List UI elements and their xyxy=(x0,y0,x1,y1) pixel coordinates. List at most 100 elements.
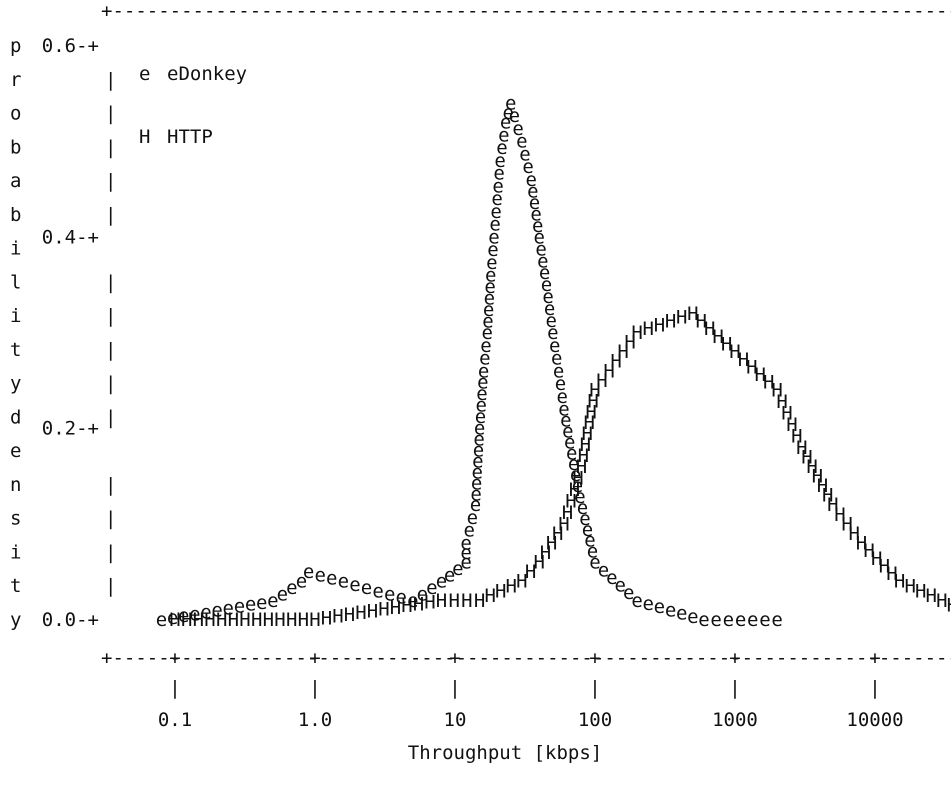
series-1-marker: H xyxy=(378,599,389,621)
series-0-marker: e xyxy=(452,558,463,580)
series-1-marker: H xyxy=(834,504,845,526)
series-1-marker: H xyxy=(786,414,797,436)
series-1-marker: H xyxy=(582,423,593,445)
x-tick-label-10000: 10000 xyxy=(846,709,903,731)
series-1-marker: H xyxy=(516,571,527,593)
y-axis-title-letter: b xyxy=(10,136,21,158)
series-0-marker: e xyxy=(574,486,585,508)
series-0-marker: e xyxy=(534,226,545,248)
series-1-marker: H xyxy=(822,485,833,507)
x-tick-pipe-100: | xyxy=(589,677,600,699)
series-0-marker: e xyxy=(326,568,337,590)
x-tick-label-100: 100 xyxy=(578,709,612,731)
series-0-marker: e xyxy=(463,520,474,542)
series-1-marker: H xyxy=(926,585,937,607)
series-0-marker: e xyxy=(587,541,598,563)
series-1-marker: H xyxy=(585,401,596,423)
x-tick-pipe-10000: | xyxy=(869,677,880,699)
series-0-marker: e xyxy=(771,609,782,631)
series-0-marker: e xyxy=(467,507,478,529)
series-1-marker: H xyxy=(781,402,792,424)
series-1-marker: H xyxy=(565,490,576,512)
series-0-marker: e xyxy=(542,286,553,308)
series-1-marker: H xyxy=(817,475,828,497)
legend-marker-http: H xyxy=(139,126,150,148)
legend-label-http: HTTP xyxy=(167,126,213,148)
series-1-marker: H xyxy=(309,609,320,631)
series-0-marker: e xyxy=(296,571,307,593)
series-1-marker: H xyxy=(298,609,309,631)
series-1-marker: H xyxy=(631,322,642,344)
series-0-marker: e xyxy=(488,226,499,248)
series-0-marker: e xyxy=(234,596,245,618)
series-1-marker: H xyxy=(321,607,332,629)
series-1-marker: H xyxy=(576,456,587,478)
y-axis-segment: | xyxy=(105,136,116,158)
y-axis-segment: | xyxy=(105,103,116,125)
series-1-marker: H xyxy=(856,532,867,554)
y-axis-title-letter: l xyxy=(10,271,21,293)
y-axis-title-letter: r xyxy=(10,69,21,91)
series-1-marker: H xyxy=(763,372,774,394)
series-0-marker: e xyxy=(579,508,590,530)
series-0-marker: e xyxy=(532,215,543,237)
legend-label-edonkey: eDonkey xyxy=(167,63,247,85)
series-0-marker: e xyxy=(598,559,609,581)
series-1-marker: H xyxy=(676,307,687,329)
series-0-marker: e xyxy=(473,440,484,462)
series-0-marker: e xyxy=(572,475,583,497)
series-0-marker: e xyxy=(479,348,490,370)
y-axis-title-letter: o xyxy=(10,103,21,125)
series-0-marker: e xyxy=(529,192,540,214)
legend-marker-edonkey: e xyxy=(139,63,150,85)
series-0-marker: e xyxy=(372,580,383,602)
series-0-marker: e xyxy=(606,567,617,589)
series-1-marker: H xyxy=(534,552,545,574)
series-0-marker: e xyxy=(502,102,513,124)
series-0-marker: e xyxy=(478,360,489,382)
series-1-marker: H xyxy=(552,523,563,545)
series-0-marker: e xyxy=(484,276,495,298)
series-0-marker: e xyxy=(537,250,548,272)
series-1-marker: H xyxy=(827,494,838,516)
x-tick-pipe-1.0: | xyxy=(309,677,320,699)
series-0-marker: e xyxy=(549,335,560,357)
series-1-marker: H xyxy=(729,341,740,363)
series-1-marker: H xyxy=(484,585,495,607)
series-0-marker: e xyxy=(566,442,577,464)
series-0-marker: e xyxy=(643,593,654,615)
series-1-marker: H xyxy=(413,593,424,615)
series-1-marker: H xyxy=(801,446,812,468)
series-0-marker: e xyxy=(556,386,567,408)
series-0-marker: e xyxy=(509,105,520,127)
series-0-marker: e xyxy=(747,609,758,631)
series-0-marker: e xyxy=(512,118,523,140)
series-1-marker: H xyxy=(947,595,951,617)
series-1-marker: H xyxy=(603,360,614,382)
series-1-marker: H xyxy=(401,595,412,617)
series-0-marker: e xyxy=(480,335,491,357)
series-1-marker: H xyxy=(915,580,926,602)
x-tick-label-10: 10 xyxy=(444,709,467,731)
series-1-marker: H xyxy=(721,333,732,355)
series-1-marker: H xyxy=(886,563,897,585)
series-0-marker: e xyxy=(472,450,483,472)
series-0-marker: e xyxy=(553,360,564,382)
series-0-marker: e xyxy=(211,599,222,621)
y-axis-segment: | xyxy=(105,305,116,327)
x-axis-line: +---------------------------------------… xyxy=(101,647,951,669)
y-axis: ||||||||||||||0.0-+0.2-+0.4-+0.6-+probab… xyxy=(10,35,116,631)
series-0-marker: e xyxy=(490,201,501,223)
x-axis: +---------------------------------------… xyxy=(101,647,951,731)
series-1-marker: H xyxy=(436,590,447,612)
series-1-marker: H xyxy=(474,590,485,612)
y-axis-title-letter: y xyxy=(10,373,21,395)
series-1-marker: H xyxy=(390,597,401,619)
series-0-marker: e xyxy=(492,175,503,197)
series-0-marker: e xyxy=(676,603,687,625)
series-1-marker: H xyxy=(738,349,749,371)
series-1-marker: H xyxy=(546,532,557,554)
y-tick-label-0.4: 0.4-+ xyxy=(42,226,99,248)
series-1-marker: H xyxy=(424,592,435,614)
series-0-marker: e xyxy=(723,609,734,631)
